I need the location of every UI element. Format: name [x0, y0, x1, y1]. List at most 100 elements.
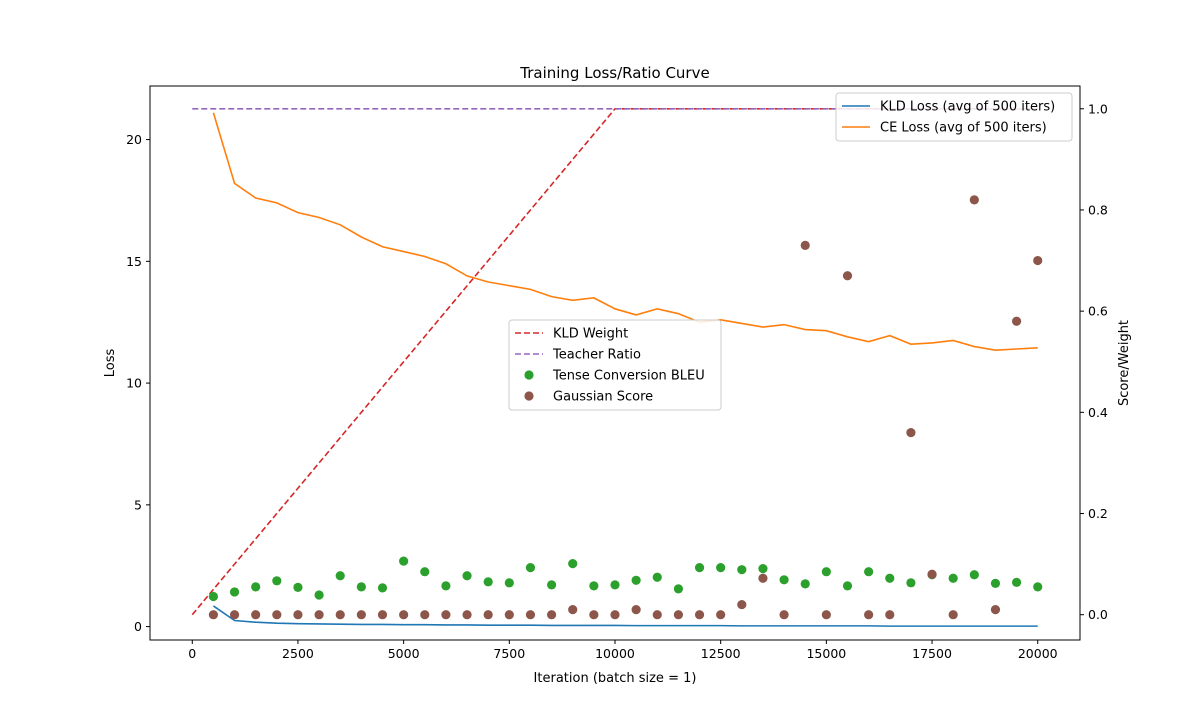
tense-conversion-bleu-point [694, 563, 705, 573]
gaussian-score-point [969, 195, 979, 205]
tense-conversion-bleu-point [399, 556, 409, 566]
y-right-tick-label: 1.0 [1088, 101, 1108, 116]
x-tick-label: 12500 [701, 646, 741, 661]
gaussian-score-point [694, 610, 705, 620]
tense-conversion-bleu-point [483, 577, 493, 587]
tense-conversion-bleu-point [568, 559, 578, 569]
x-tick-label: 20000 [1018, 646, 1058, 661]
y-right-tick-label: 0.2 [1088, 506, 1108, 521]
x-tick-label: 2500 [282, 646, 314, 661]
gaussian-score-point [441, 610, 451, 620]
gaussian-score-point [885, 610, 895, 620]
tense-conversion-bleu-point [293, 582, 303, 592]
loss-legend-box [835, 92, 1073, 142]
tense-conversion-bleu-point [737, 565, 747, 575]
gaussian-score-point [1033, 255, 1043, 266]
tense-conversion-bleu-point [864, 567, 874, 577]
y-right-tick-label: 0.6 [1088, 304, 1108, 319]
tense-conversion-bleu-legend-marker [524, 370, 534, 380]
gaussian-score-point [314, 610, 324, 620]
tense-conversion-bleu-point [314, 590, 324, 600]
gaussian-score-point [377, 610, 388, 620]
x-tick-label: 7500 [493, 646, 525, 661]
tense-conversion-bleu-point [462, 571, 472, 581]
y-left-tick-label: 10 [126, 376, 142, 391]
kld-loss-avg-of-500-iters-line [212, 605, 1038, 627]
y-right-tick-label: 0.8 [1088, 202, 1108, 217]
gaussian-score-legend-label: Gaussian Score [553, 390, 653, 405]
tense-conversion-bleu-point [1033, 582, 1043, 592]
gaussian-score-point [737, 599, 747, 610]
gaussian-score-point [864, 610, 874, 620]
gaussian-score-point [462, 610, 472, 620]
tense-conversion-bleu-point [272, 576, 282, 586]
ce-loss-avg-of-500-iters-legend-label: CE Loss (avg of 500 iters) [880, 121, 1047, 136]
tense-conversion-bleu-point [441, 581, 451, 591]
teacher-ratio-legend-label: Teacher Ratio [552, 348, 641, 363]
tense-conversion-bleu-point [208, 591, 219, 602]
tense-conversion-bleu-point [906, 578, 916, 588]
gaussian-score-point [568, 605, 578, 615]
gaussian-score-point [420, 610, 430, 620]
gaussian-score-point [525, 610, 536, 620]
tense-conversion-bleu-point [589, 581, 599, 591]
tense-conversion-bleu-point [990, 578, 1001, 588]
gaussian-score-point [800, 240, 810, 250]
tense-conversion-bleu-point [948, 573, 958, 583]
gaussian-score-legend-marker [524, 391, 534, 401]
gaussian-score-point [335, 610, 345, 620]
gaussian-score-point [504, 610, 514, 620]
tense-conversion-bleu-legend-label: Tense Conversion BLEU [552, 369, 705, 384]
gaussian-score-point [716, 610, 726, 620]
ratio-legend-box [508, 319, 722, 411]
y-right-tick-label: 0.4 [1088, 405, 1108, 420]
gaussian-score-point [208, 610, 219, 620]
gaussian-score-point [610, 610, 620, 620]
y-left-tick-label: 20 [126, 132, 142, 147]
gaussian-score-point [1011, 316, 1022, 326]
tense-conversion-bleu-point [800, 579, 810, 589]
tense-conversion-bleu-point [969, 570, 979, 580]
gaussian-score-point [821, 610, 831, 620]
gaussian-score-point [356, 610, 366, 620]
gaussian-score-point [948, 610, 958, 620]
gaussian-score-point [673, 610, 684, 620]
tense-conversion-bleu-point [377, 583, 388, 593]
tense-conversion-bleu-point [842, 581, 853, 591]
gaussian-score-point [631, 605, 641, 615]
gaussian-score-point [589, 610, 599, 620]
y-axis-label-right: Score/Weight [1117, 320, 1132, 406]
tense-conversion-bleu-point [716, 563, 726, 573]
tense-conversion-bleu-point [525, 563, 536, 573]
tense-conversion-bleu-point [885, 573, 895, 583]
gaussian-score-point [990, 605, 1001, 615]
gaussian-score-point [546, 610, 557, 620]
x-axis-label: Iteration (batch size = 1) [534, 671, 697, 686]
x-tick-label: 15000 [806, 646, 846, 661]
y-axis-label-left: Loss [103, 349, 118, 378]
tense-conversion-bleu-point [504, 578, 514, 588]
gaussian-score-point [229, 610, 240, 620]
tense-conversion-bleu-point [652, 572, 662, 582]
gaussian-score-point [758, 573, 768, 583]
tense-conversion-bleu-point [779, 575, 789, 585]
x-tick-label: 10000 [595, 646, 635, 661]
kld-loss-avg-of-500-iters-legend-label: KLD Loss (avg of 500 iters) [880, 100, 1055, 115]
gaussian-score-point [842, 271, 853, 281]
tense-conversion-bleu-point [420, 567, 430, 577]
x-tick-label: 5000 [388, 646, 420, 661]
gaussian-score-point [399, 610, 409, 620]
tense-conversion-bleu-point [335, 571, 345, 581]
ce-loss-avg-of-500-iters-line [212, 112, 1038, 352]
kld-weight-legend-label: KLD Weight [553, 327, 628, 342]
x-tick-label: 0 [188, 646, 196, 661]
tense-conversion-bleu-point [1011, 577, 1022, 587]
tense-conversion-bleu-point [631, 575, 641, 585]
y-left-tick-label: 15 [126, 254, 142, 269]
y-left-tick-label: 0 [134, 619, 142, 634]
tense-conversion-bleu-point [673, 584, 684, 594]
x-tick-label: 17500 [912, 646, 952, 661]
gaussian-score-point [293, 610, 303, 620]
